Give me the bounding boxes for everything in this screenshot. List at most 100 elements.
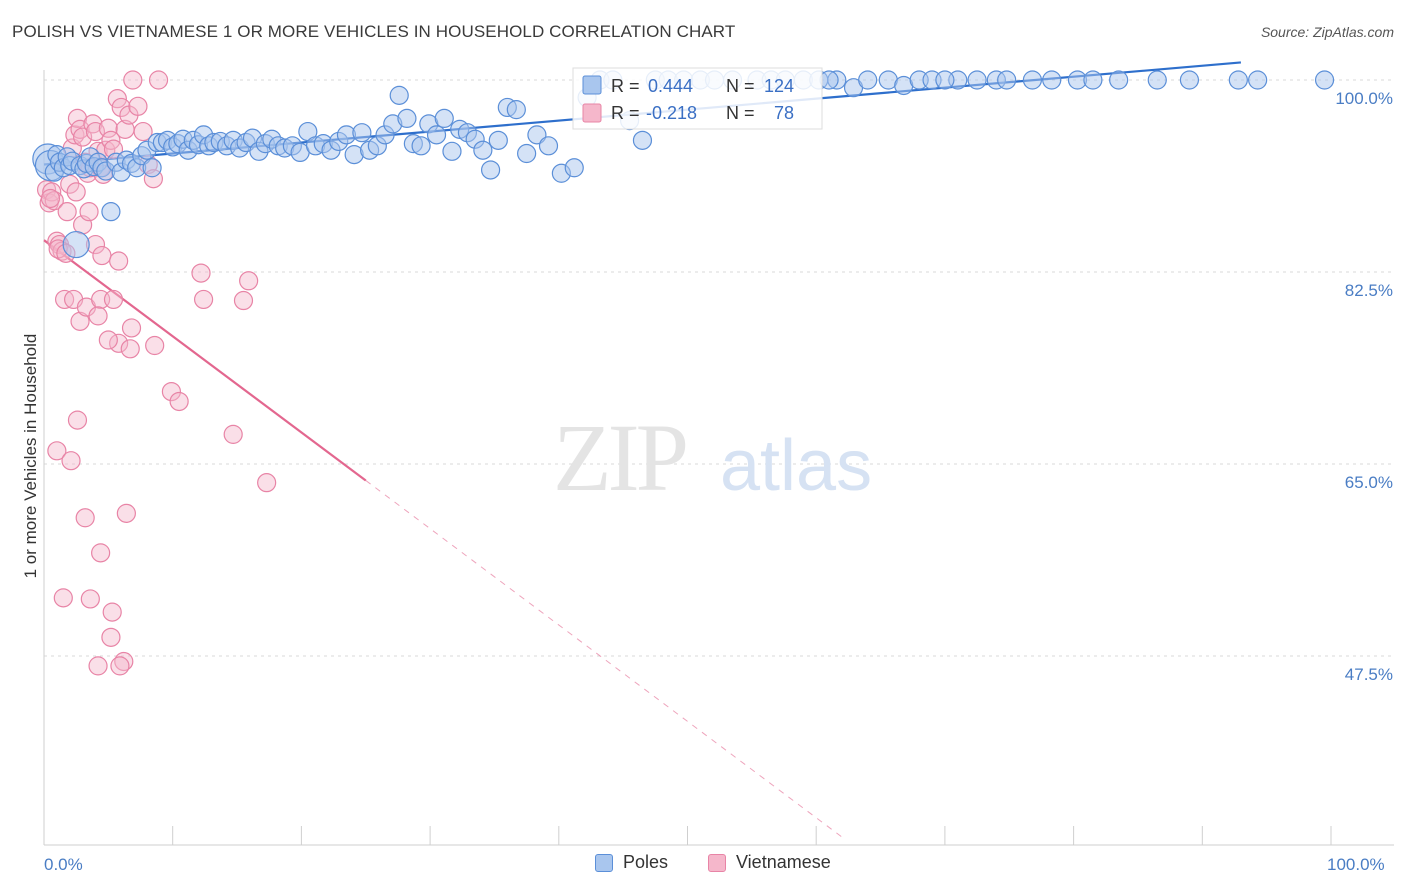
poles-point	[1042, 70, 1062, 90]
poles-point	[1248, 70, 1268, 90]
watermark-zip: ZIP	[553, 404, 686, 511]
vietnamese-point	[47, 441, 67, 461]
poles-point	[142, 158, 162, 178]
poles-legend-swatch	[595, 853, 613, 872]
poles-legend-label: Poles	[623, 852, 669, 872]
poles-swatch	[582, 75, 602, 95]
y-tick-label: 65.0%	[1345, 473, 1393, 492]
poles-point	[1083, 70, 1103, 90]
vietnamese-point	[169, 391, 189, 412]
vietnamese-r-value: -0.218	[646, 103, 697, 123]
poles-point	[101, 202, 121, 222]
poles-n-value: 124	[764, 76, 794, 96]
vietnamese-point	[61, 451, 81, 471]
vietnamese-point	[53, 588, 73, 608]
vietnamese-swatch	[582, 103, 602, 123]
y-axis-label: 1 or more Vehicles in Household	[21, 334, 40, 579]
poles-point	[352, 123, 372, 143]
poles-point	[1228, 70, 1248, 90]
vietnamese-point	[40, 188, 61, 209]
vietnamese-point	[75, 508, 95, 528]
vietnamese-point	[65, 125, 85, 145]
vietnamese-n-label: N =	[726, 103, 755, 123]
vietnamese-point	[111, 97, 131, 118]
poles-n-label: N =	[726, 76, 755, 96]
vietnamese-point	[148, 70, 169, 90]
vietnamese-point	[193, 289, 214, 310]
poles-point	[411, 136, 431, 156]
y-tick-label: 82.5%	[1345, 281, 1393, 300]
vietnamese-point	[101, 627, 121, 647]
vietnamese-point	[257, 473, 277, 493]
series-legend: Poles Vietnamese	[0, 852, 1406, 878]
vietnamese-point	[109, 251, 129, 271]
poles-point	[1147, 70, 1167, 90]
poles-point	[442, 141, 462, 161]
vietnamese-point	[91, 543, 111, 563]
legend-item-poles[interactable]: Poles	[595, 852, 668, 873]
vietnamese-point	[116, 503, 136, 523]
vietnamese-point	[109, 333, 129, 353]
legend-item-vietnamese[interactable]: Vietnamese	[708, 852, 831, 873]
vietnamese-point	[121, 318, 142, 338]
vietnamese-n-value: 78	[774, 103, 794, 123]
vietnamese-point	[102, 602, 122, 622]
x-tick-label-min: 0.0%	[44, 855, 83, 874]
vietnamese-point	[145, 335, 165, 356]
stats-legend-box	[572, 67, 823, 130]
y-tick-label: 47.5%	[1345, 665, 1393, 684]
poles-point	[473, 140, 493, 160]
poles-point	[426, 125, 447, 145]
poles-point	[389, 85, 409, 105]
poles-point	[1314, 70, 1335, 90]
poles-point	[538, 136, 559, 156]
vietnamese-point	[98, 330, 118, 350]
poles-point	[858, 70, 878, 90]
watermark-atlas: atlas	[720, 426, 872, 506]
poles-r-value: 0.444	[648, 76, 693, 96]
vietnamese-point	[128, 96, 148, 116]
poles-point	[480, 160, 501, 180]
poles-point	[62, 230, 90, 259]
poles-point	[819, 70, 839, 90]
chart-title: POLISH VS VIETNAMESE 1 OR MORE VEHICLES …	[12, 22, 736, 41]
vietnamese-point	[233, 290, 254, 311]
vietnamese-point	[92, 245, 112, 266]
vietnamese-point	[103, 289, 124, 310]
vietnamese-trend-extension	[365, 480, 843, 838]
vietnamese-legend-swatch	[708, 853, 726, 872]
stats-legend: R = 0.444 N = 124 R = -0.218 N = 78	[572, 67, 823, 130]
vietnamese-point	[223, 424, 243, 444]
vietnamese-point	[98, 118, 118, 138]
vietnamese-point	[79, 202, 99, 222]
poles-point	[434, 108, 454, 129]
poles-point	[488, 130, 508, 150]
source-label: Source: ZipAtlas.com	[1260, 24, 1394, 40]
poles-point	[397, 108, 417, 129]
vietnamese-point	[83, 114, 103, 134]
poles-point	[997, 70, 1017, 90]
poles-point	[935, 70, 955, 90]
poles-point	[1179, 70, 1200, 90]
vietnamese-point	[70, 311, 90, 331]
vietnamese-r-label: R =	[611, 103, 640, 123]
poles-r-label: R =	[611, 76, 640, 96]
poles-point	[1022, 70, 1043, 90]
x-ticks	[43, 826, 1332, 845]
vietnamese-point	[57, 202, 77, 222]
poles-point	[506, 100, 526, 120]
vietnamese-point	[67, 410, 88, 430]
vietnamese-point	[133, 121, 153, 142]
grid-lines	[44, 79, 1394, 657]
vietnamese-point	[66, 182, 86, 202]
x-tick-label-max: 100.0%	[1327, 855, 1385, 874]
poles-points	[32, 70, 1335, 259]
vietnamese-points	[36, 70, 277, 676]
vietnamese-point	[80, 589, 100, 609]
vietnamese-point	[60, 174, 80, 194]
y-tick-label: 100.0%	[1335, 89, 1393, 108]
poles-point	[632, 130, 653, 150]
vietnamese-point	[123, 70, 143, 90]
poles-point	[564, 158, 584, 178]
